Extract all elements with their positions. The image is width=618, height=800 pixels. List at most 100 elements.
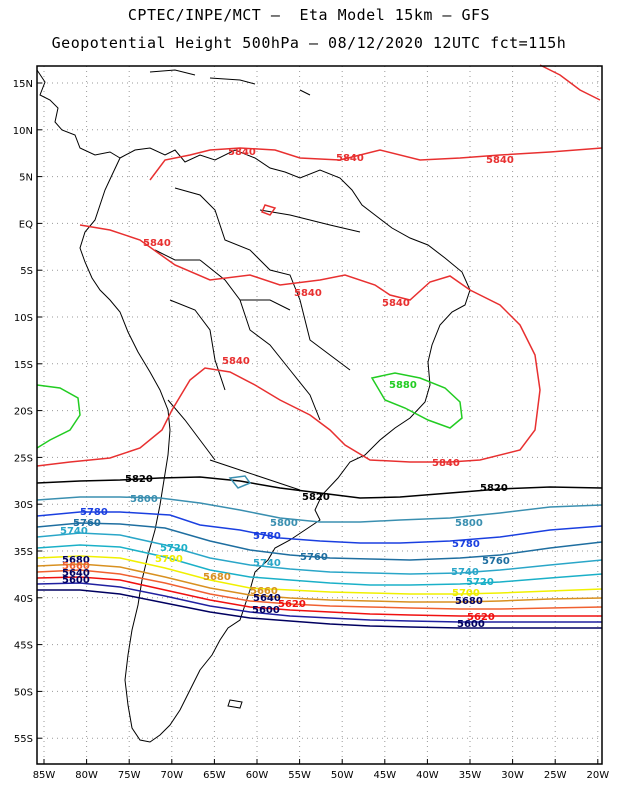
- contour-label: 5740: [253, 558, 281, 569]
- lat-label: 45S: [14, 641, 33, 652]
- lon-label: 30W: [501, 770, 524, 781]
- contour-5820: [36, 476, 603, 499]
- lat-label: 25S: [14, 453, 33, 464]
- contour-label: 5840: [432, 458, 460, 469]
- contour-5660: [36, 569, 603, 610]
- lat-label: 35S: [14, 547, 33, 558]
- graticule: [37, 66, 602, 764]
- contour-label: 5660: [62, 561, 90, 572]
- contour-5800: [36, 475, 603, 523]
- contour-label: 5680: [455, 596, 483, 607]
- contour-label: 5820: [125, 474, 153, 485]
- coastlines-and-borders: [36, 69, 471, 743]
- plot-frame: [36, 65, 603, 765]
- contour-label: 5700: [452, 588, 480, 599]
- lat-label: 15N: [13, 79, 33, 90]
- contour-label: 5740: [60, 526, 88, 537]
- contour-label: 5840: [143, 238, 171, 249]
- lon-label: 65W: [203, 770, 226, 781]
- contour-5880: [36, 372, 463, 449]
- lat-label: 10N: [13, 126, 33, 137]
- contour-label: 5600: [252, 605, 280, 616]
- lon-label: 50W: [331, 770, 354, 781]
- contour-label: 5800: [455, 518, 483, 529]
- contour-label: 5840: [294, 288, 322, 299]
- lat-label: 30S: [14, 500, 33, 511]
- caribbean-islands: [149, 69, 311, 96]
- lon-label: 35W: [459, 770, 482, 781]
- contour-label: 5700: [155, 554, 183, 565]
- contour-label: 5780: [253, 531, 281, 542]
- contour-label: 5600: [62, 575, 90, 586]
- contour-5700: [36, 555, 603, 595]
- contour-labels: 5840 5840 5840 5840 5840 5840 5840 5840 …: [60, 147, 514, 630]
- lat-label: 5S: [20, 266, 33, 277]
- contour-label: 5840: [228, 147, 256, 158]
- contour-label: 5780: [452, 539, 480, 550]
- contour-label: 5620: [467, 612, 495, 623]
- contour-label: 5800: [270, 518, 298, 529]
- contour-5840: [36, 64, 603, 467]
- contour-label: 5600: [457, 619, 485, 630]
- lat-label: 40S: [14, 594, 33, 605]
- latitude-labels: 15N 10N 5N EQ 5S 10S 15S 20S 25S 30S 35S 40S 45S 50S 5…: [13, 79, 33, 745]
- lat-label: 20S: [14, 407, 33, 418]
- lon-label: 45W: [373, 770, 396, 781]
- contour-5760: [36, 522, 603, 561]
- contour-label: 5820: [302, 492, 330, 503]
- contour-5720: [36, 544, 603, 586]
- lon-label: 25W: [544, 770, 567, 781]
- falklands: [227, 699, 243, 709]
- contour-5800-island: [228, 475, 252, 489]
- contour-label: 5620: [278, 599, 306, 610]
- lat-label: EQ: [19, 219, 33, 230]
- contour-label: 5720: [160, 543, 188, 554]
- contour-label: 5800: [130, 494, 158, 505]
- contour-5840-north: [149, 147, 603, 181]
- contour-5640: [36, 576, 602, 617]
- contour-label: 5720: [466, 577, 494, 588]
- country-borders: [154, 187, 361, 491]
- map-title-line2: Geopotential Height 500hPa – 08/12/2020 …: [51, 34, 567, 52]
- contour-5880-west: [36, 384, 81, 449]
- lon-label: 55W: [288, 770, 311, 781]
- lat-label: 5N: [19, 173, 33, 184]
- contour-5620: [36, 582, 602, 623]
- contour-5840-ne: [539, 64, 601, 101]
- contour-label: 5740: [451, 567, 479, 578]
- contour-5740: [36, 532, 603, 575]
- contour-label: 5660: [250, 586, 278, 597]
- contour-label: 5680: [203, 572, 231, 583]
- lat-label: 15S: [14, 360, 33, 371]
- longitude-labels: 85W 80W 75W 70W 65W 60W 55W 50W 45W 40W 35W 30W 25W 2…: [33, 770, 610, 781]
- contour-5840-central: [36, 224, 541, 467]
- lat-label: 55S: [14, 734, 33, 745]
- lon-label: 80W: [75, 770, 98, 781]
- lat-label: 10S: [14, 313, 33, 324]
- contour-label: 5840: [336, 153, 364, 164]
- lat-label: 50S: [14, 687, 33, 698]
- contour-label: 5640: [253, 593, 281, 604]
- south-america-coast: [79, 147, 471, 743]
- contour-5880-east: [370, 372, 463, 429]
- lon-label: 70W: [160, 770, 183, 781]
- contour-label: 5760: [73, 518, 101, 529]
- contour-5600: [37, 589, 602, 629]
- contour-label: 5640: [62, 568, 90, 579]
- lon-label: 20W: [586, 770, 609, 781]
- contour-label: 5840: [486, 155, 514, 166]
- map-title-line1: CPTEC/INPE/MCT – Eta Model 15km – GFS: [127, 6, 491, 24]
- contour-label: 5880: [389, 380, 417, 391]
- central-america-coast: [36, 69, 121, 159]
- contour-5780: [36, 511, 603, 544]
- lon-label: 60W: [246, 770, 269, 781]
- contour-label: 5820: [480, 483, 508, 494]
- contour-label: 5680: [62, 555, 90, 566]
- lon-label: 75W: [118, 770, 141, 781]
- contour-label: 5760: [482, 556, 510, 567]
- axis-ticks: [37, 82, 599, 764]
- contour-5680: [36, 563, 603, 603]
- lon-label: 40W: [416, 770, 439, 781]
- contour-label: 5780: [80, 507, 108, 518]
